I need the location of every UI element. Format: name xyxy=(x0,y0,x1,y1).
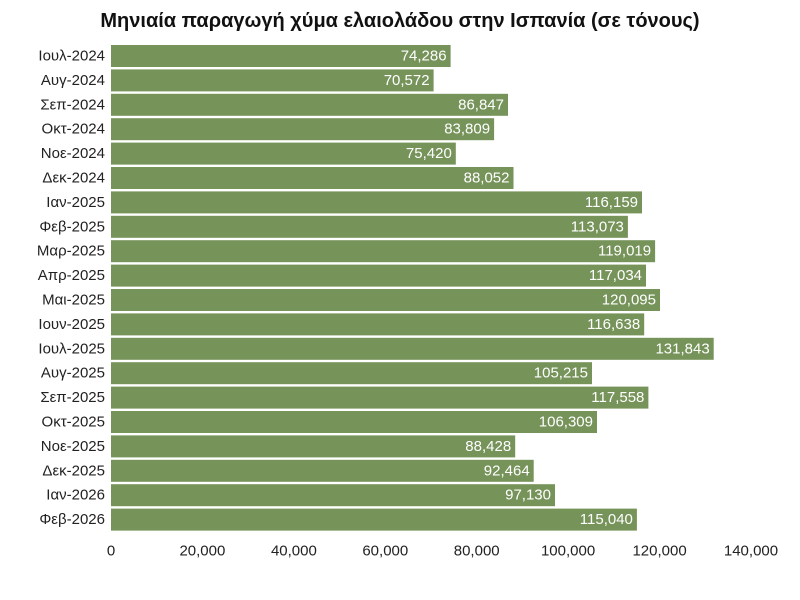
category-label: Μαι-2025 xyxy=(42,292,105,309)
data-label: 106,309 xyxy=(539,414,593,431)
bar xyxy=(111,459,534,482)
x-tick-label: 20,000 xyxy=(179,543,225,560)
category-label: Οκτ-2025 xyxy=(42,414,105,431)
category-label: Νοε-2025 xyxy=(41,438,105,455)
category-label: Οκτ-2024 xyxy=(42,121,105,138)
category-label: Αυγ-2024 xyxy=(41,72,105,89)
bar xyxy=(111,69,434,92)
bar xyxy=(111,289,660,311)
bar xyxy=(111,240,656,263)
x-tick-label: 0 xyxy=(107,543,115,560)
bar xyxy=(111,484,555,507)
bar xyxy=(111,264,646,287)
category-label: Φεβ-2026 xyxy=(39,511,105,528)
data-label: 131,843 xyxy=(655,340,709,357)
x-tick-label: 40,000 xyxy=(271,543,317,560)
data-label: 113,073 xyxy=(571,218,624,235)
data-label: 116,638 xyxy=(587,316,640,333)
category-label: Σεπ-2025 xyxy=(40,389,105,406)
bar xyxy=(111,362,592,385)
data-label: 116,159 xyxy=(585,194,638,211)
bar xyxy=(111,313,645,336)
category-label: Φεβ-2025 xyxy=(39,218,105,235)
data-label: 92,464 xyxy=(484,462,530,479)
data-label: 75,420 xyxy=(406,145,452,162)
data-label: 115,040 xyxy=(580,511,633,528)
data-label: 117,034 xyxy=(589,267,642,284)
data-label: 119,019 xyxy=(598,243,651,260)
bar xyxy=(111,386,649,409)
category-label: Νοε-2024 xyxy=(41,145,105,162)
category-label: Ιουλ-2025 xyxy=(38,340,105,357)
category-label: Μαρ-2025 xyxy=(37,243,105,260)
bar xyxy=(111,93,508,116)
data-label: 70,572 xyxy=(384,72,430,89)
data-label: 74,286 xyxy=(401,48,447,65)
data-label: 120,095 xyxy=(602,292,656,309)
bar xyxy=(111,142,456,165)
x-tick-label: 80,000 xyxy=(454,543,500,560)
x-tick-label: 120,000 xyxy=(632,543,686,560)
bar xyxy=(111,337,714,360)
category-label: Δεκ-2024 xyxy=(42,170,105,187)
data-label: 105,215 xyxy=(534,365,588,382)
data-label: 97,130 xyxy=(505,487,551,504)
category-label: Σεπ-2024 xyxy=(40,96,105,113)
bar xyxy=(111,167,514,189)
category-label: Ιαν-2026 xyxy=(46,487,105,504)
bar xyxy=(111,508,637,531)
bar xyxy=(111,411,597,433)
category-label: Ιουν-2025 xyxy=(38,316,105,333)
data-label: 88,052 xyxy=(464,170,510,187)
bar xyxy=(111,118,495,141)
data-label: 117,558 xyxy=(591,389,644,406)
bar xyxy=(111,435,516,458)
x-tick-label: 100,000 xyxy=(541,543,595,560)
x-tick-label: 60,000 xyxy=(362,543,408,560)
category-label: Ιουλ-2024 xyxy=(38,48,105,65)
bar xyxy=(111,215,628,238)
data-label: 88,428 xyxy=(465,438,511,455)
category-label: Ιαν-2025 xyxy=(46,194,105,211)
bar xyxy=(111,191,642,214)
chart-title: Μηνιαία παραγωγή χύμα ελαιολάδου στην Ισ… xyxy=(100,10,700,32)
category-label: Δεκ-2025 xyxy=(42,462,105,479)
bar xyxy=(111,45,451,67)
x-tick-label: 140,000 xyxy=(724,543,778,560)
data-label: 83,809 xyxy=(444,121,490,138)
category-label: Αυγ-2025 xyxy=(41,365,105,382)
data-label: 86,847 xyxy=(458,96,504,113)
category-label: Απρ-2025 xyxy=(38,267,105,284)
